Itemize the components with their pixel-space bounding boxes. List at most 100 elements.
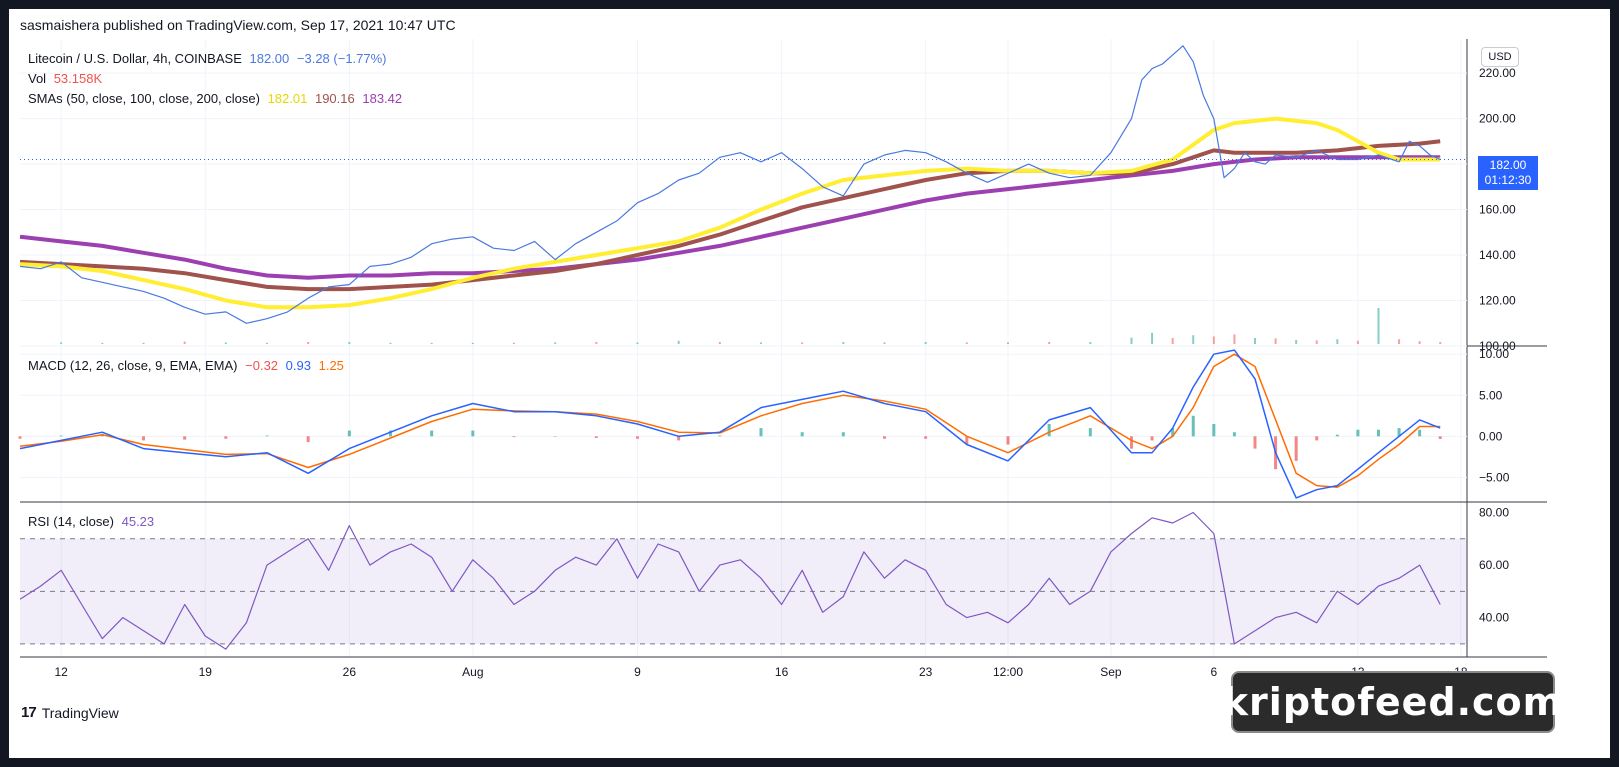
- sma200-value: 183.42: [362, 91, 403, 106]
- volume-bar: [1356, 340, 1359, 344]
- macd-histogram-bar: [965, 436, 969, 445]
- volume-bar: [471, 342, 474, 344]
- volume-bar: [348, 342, 351, 344]
- macd-histogram-bar: [1191, 415, 1195, 437]
- macd-histogram-bar: [1129, 436, 1133, 449]
- volume-bar: [1274, 338, 1277, 344]
- macd-label: MACD (12, 26, close, 9, EMA, EMA): [28, 358, 238, 373]
- macd-histogram-bar: [1150, 436, 1154, 441]
- volume-bar: [965, 342, 968, 344]
- volume-bar: [1336, 339, 1339, 344]
- rsi-value: 45.23: [121, 514, 155, 529]
- volume-bar: [1253, 338, 1256, 344]
- price-change: −3.28 (−1.77%): [296, 51, 387, 66]
- macd-tick-label: −5.00: [1479, 470, 1510, 484]
- volume-bar: [1048, 342, 1051, 344]
- macd-histogram-bar: [265, 435, 269, 437]
- chart-canvas[interactable]: 100.00120.00140.00160.00180.00200.00220.…: [9, 9, 1610, 758]
- brand-name: TradingView: [41, 704, 119, 721]
- macd-histogram-bar: [59, 435, 63, 437]
- volume-bar: [1315, 340, 1318, 344]
- tradingview-brand[interactable]: 17 TradingView: [21, 704, 119, 721]
- sma-legend: SMAs (50, close, 100, close, 200, close)…: [28, 91, 406, 106]
- macd-histogram-bar: [1438, 436, 1442, 439]
- volume-bar: [924, 342, 927, 344]
- volume-bar: [430, 342, 433, 344]
- macd-histogram-bar: [1356, 429, 1360, 437]
- volume-value: 53.158K: [53, 71, 103, 86]
- macd-line: [19, 349, 1441, 499]
- macd-histogram-bar: [512, 436, 516, 438]
- kriptofeed-watermark: kriptofeed.com: [1223, 671, 1562, 733]
- rsi-label: RSI (14, close): [28, 514, 114, 529]
- macd-signal-line: [19, 353, 1441, 488]
- volume-bar: [183, 341, 186, 344]
- macd-histogram-bar: [141, 436, 145, 441]
- macd-histogram-bar: [1047, 424, 1051, 437]
- volume-bar: [1192, 335, 1195, 344]
- macd-histogram-bar: [1212, 424, 1216, 437]
- rsi-line: [19, 511, 1441, 650]
- macd-tick-label: 10.00: [1479, 347, 1509, 361]
- volume-bar: [265, 342, 268, 344]
- volume-bar: [1212, 336, 1215, 344]
- macd-histogram-bar: [306, 436, 310, 443]
- price-tick-label: 200.00: [1479, 112, 1516, 126]
- volume-bar: [101, 342, 104, 344]
- price-tick-label: 120.00: [1479, 294, 1516, 308]
- time-tick-label: 16: [775, 665, 789, 679]
- rsi-tick-label: 40.00: [1479, 611, 1509, 625]
- symbol-name: Litecoin / U.S. Dollar, 4h, COINBASE: [28, 51, 242, 66]
- volume-bar: [60, 342, 63, 344]
- macd-histogram-bar: [924, 436, 928, 439]
- macd-histogram-bar: [800, 432, 804, 437]
- time-tick-label: 23: [919, 665, 933, 679]
- volume-bar: [759, 342, 762, 344]
- volume-bar: [554, 342, 557, 344]
- macd-histogram-bar: [841, 432, 845, 437]
- macd-legend: MACD (12, 26, close, 9, EMA, EMA) −0.32 …: [28, 358, 348, 373]
- rsi-tick-label: 80.00: [1479, 506, 1509, 520]
- macd-histogram-bar: [553, 436, 557, 437]
- macd-histogram-bar: [224, 436, 228, 439]
- volume-bar: [389, 342, 392, 344]
- volume-bar: [1151, 332, 1154, 344]
- macd-histogram-bar: [183, 436, 187, 440]
- volume-bar: [142, 342, 145, 344]
- time-tick-label: 12: [54, 665, 68, 679]
- macd-histogram-bar: [1088, 428, 1092, 437]
- macd-histogram-bar: [1232, 432, 1236, 437]
- time-tick-label: 19: [199, 665, 213, 679]
- volume-bar: [1418, 341, 1421, 344]
- macd-histogram-bar: [1294, 436, 1298, 461]
- time-tick-label: 6: [1210, 665, 1217, 679]
- macd-line-value: 0.93: [285, 358, 311, 373]
- volume-bar: [636, 342, 639, 344]
- last-price: 182.00: [249, 51, 290, 66]
- sma100-line: [19, 139, 1441, 292]
- volume-bar: [842, 342, 845, 344]
- published-header: sasmaishera published on TradingView.com…: [20, 17, 456, 33]
- volume-bar: [1295, 340, 1298, 344]
- macd-histogram-bar: [1376, 429, 1380, 437]
- price-tick-label: 220.00: [1479, 66, 1516, 80]
- currency-button[interactable]: USD: [1481, 47, 1519, 67]
- macd-histogram-bar: [635, 436, 639, 439]
- macd-histogram-bar: [677, 436, 681, 441]
- macd-histogram-bar: [1397, 428, 1401, 437]
- sma100-value: 190.16: [314, 91, 355, 106]
- volume-bar: [1377, 308, 1380, 344]
- volume-bar: [718, 342, 721, 344]
- volume-bar: [1439, 342, 1442, 344]
- macd-histogram-bar: [471, 430, 475, 437]
- volume-bar: [1130, 337, 1133, 344]
- volume-bar: [1398, 339, 1401, 344]
- volume-bar: [595, 342, 598, 344]
- macd-histogram-bar: [1253, 436, 1257, 449]
- volume-bar: [801, 342, 804, 344]
- time-tick-label: Sep: [1100, 665, 1122, 679]
- macd-histogram-bar: [1418, 429, 1422, 437]
- sma-label: SMAs (50, close, 100, close, 200, close): [28, 91, 260, 106]
- time-tick-label: Aug: [462, 665, 483, 679]
- macd-histogram-bar: [759, 428, 763, 437]
